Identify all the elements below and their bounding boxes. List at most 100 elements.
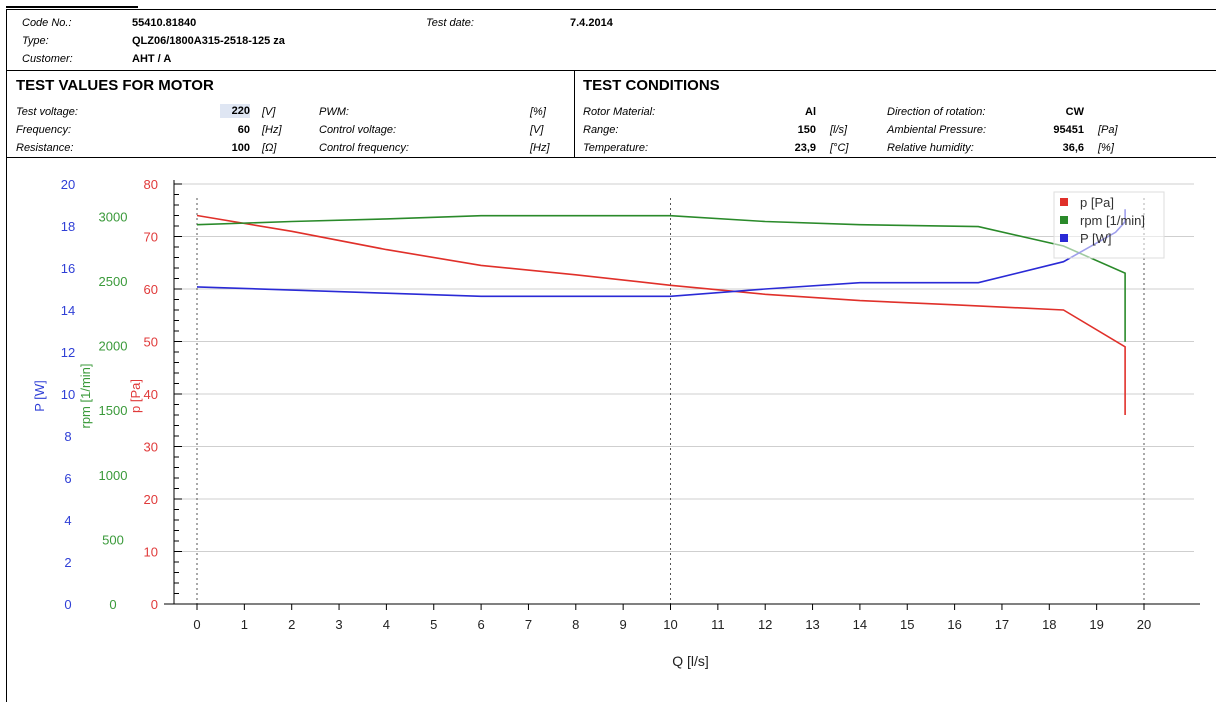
customer-value: AHT / A: [132, 53, 172, 65]
motor-row-unit: [Ω]: [262, 142, 277, 154]
motor-row-unit: [Hz]: [262, 124, 282, 136]
motor-section-title: TEST VALUES FOR MOTOR: [16, 77, 214, 94]
x-tick-label: 9: [620, 617, 627, 632]
y-tick-label: 0: [151, 597, 158, 612]
y-tick-label: 0: [64, 597, 71, 612]
type-label: Type:: [22, 35, 49, 47]
y-axis-title: P [W]: [32, 380, 47, 412]
motor-row-label: Frequency:: [16, 124, 72, 136]
x-tick-label: 17: [995, 617, 1009, 632]
condition-row-value2: CW: [1065, 106, 1084, 118]
x-tick-label: 11: [711, 617, 725, 632]
frame-top-line: [6, 9, 1216, 10]
motor-row-label: Resistance:: [16, 142, 74, 154]
y-tick-label: 20: [144, 492, 158, 507]
y-tick-label: 6: [64, 471, 71, 486]
series-line: [196, 214, 1126, 415]
series-line: [196, 214, 1126, 342]
x-tick-label: 3: [335, 617, 342, 632]
x-tick-label: 5: [430, 617, 437, 632]
y-tick-label: 10: [144, 545, 158, 560]
x-axis-label: Q [l/s]: [672, 653, 709, 669]
motor-row-unit2: [V]: [530, 124, 544, 136]
motor-row-label: Test voltage:: [16, 106, 78, 118]
condition-row-unit2: [Pa]: [1098, 124, 1118, 136]
code-value: 55410.81840: [132, 17, 197, 29]
x-tick-label: 12: [758, 617, 772, 632]
customer-label: Customer:: [22, 53, 73, 65]
legend-label: rpm [1/min]: [1080, 213, 1145, 228]
test-date-label: Test date:: [426, 17, 474, 29]
y-tick-label: 2: [64, 555, 71, 570]
motor-row-value: 220: [220, 104, 250, 118]
condition-row-value: 150: [797, 124, 816, 136]
y-tick-label: 50: [144, 335, 158, 350]
motor-row-label2: Control voltage:: [319, 124, 397, 136]
y-axis-title: p [Pa]: [128, 379, 143, 413]
section-divider: [574, 70, 575, 158]
top-marker-line: [6, 6, 138, 8]
condition-row-label: Temperature:: [583, 142, 649, 154]
y-tick-label: 8: [64, 429, 71, 444]
x-tick-label: 4: [383, 617, 390, 632]
x-tick-label: 20: [1137, 617, 1151, 632]
legend-label: p [Pa]: [1080, 195, 1114, 210]
condition-row-unit2: [%]: [1098, 142, 1114, 154]
header-divider: [6, 70, 1216, 71]
x-tick-label: 10: [663, 617, 677, 632]
condition-row-value2: 95451: [1053, 124, 1084, 136]
y-tick-label: 16: [61, 261, 75, 276]
motor-row-unit2: [Hz]: [530, 142, 550, 154]
y-tick-label: 40: [144, 387, 158, 402]
motor-row-unit2: [%]: [530, 106, 546, 118]
motor-row-value: 100: [231, 142, 250, 154]
legend-swatch: [1060, 234, 1068, 242]
y-tick-label: 20: [61, 177, 75, 192]
y-tick-label: 80: [144, 177, 158, 192]
motor-row-value: 60: [237, 124, 250, 136]
y-tick-label: 1000: [99, 468, 128, 483]
y-tick-label: 60: [144, 282, 158, 297]
legend-box: [1053, 191, 1165, 259]
legend-label: P [W]: [1080, 231, 1112, 246]
x-tick-label: 16: [947, 617, 961, 632]
x-tick-label: 6: [477, 617, 484, 632]
y-tick-label: 2500: [99, 274, 128, 289]
x-tick-label: 7: [525, 617, 532, 632]
x-tick-label: 0: [193, 617, 200, 632]
x-tick-label: 19: [1089, 617, 1103, 632]
y-tick-label: 2000: [99, 339, 128, 354]
y-tick-label: 70: [144, 230, 158, 245]
y-tick-label: 14: [61, 303, 75, 318]
condition-row-label: Rotor Material:: [583, 106, 656, 118]
y-tick-label: 18: [61, 219, 75, 234]
x-tick-label: 13: [805, 617, 819, 632]
condition-row-label: Range:: [583, 124, 619, 136]
condition-row-unit: [l/s]: [830, 124, 848, 136]
x-tick-label: 1: [241, 617, 248, 632]
y-tick-label: 4: [64, 513, 71, 528]
conditions-section-title: TEST CONDITIONS: [583, 77, 720, 94]
y-tick-label: 10: [61, 387, 75, 402]
y-axis-title: rpm [1/min]: [78, 363, 93, 428]
condition-row-label2: Relative humidity:: [887, 142, 974, 154]
condition-row-value: Al: [805, 106, 816, 118]
condition-row-value2: 36,6: [1062, 142, 1084, 154]
y-tick-label: 500: [102, 532, 124, 547]
x-tick-label: 15: [900, 617, 914, 632]
x-tick-label: 14: [853, 617, 867, 632]
x-tick-label: 8: [572, 617, 579, 632]
test-date-value: 7.4.2014: [570, 17, 613, 29]
condition-row-label2: Direction of rotation:: [887, 106, 986, 118]
condition-row-value: 23,9: [794, 142, 816, 154]
motor-row-label2: PWM:: [319, 106, 349, 118]
condition-row-label2: Ambiental Pressure:: [887, 124, 987, 136]
condition-row-unit: [°C]: [830, 142, 849, 154]
series-line: [196, 209, 1126, 298]
motor-row-unit: [V]: [262, 106, 276, 118]
code-label: Code No.:: [22, 17, 72, 29]
x-tick-label: 18: [1042, 617, 1056, 632]
type-value: QLZ06/1800A315-2518-125 za: [132, 35, 285, 47]
y-tick-label: 30: [144, 440, 158, 455]
